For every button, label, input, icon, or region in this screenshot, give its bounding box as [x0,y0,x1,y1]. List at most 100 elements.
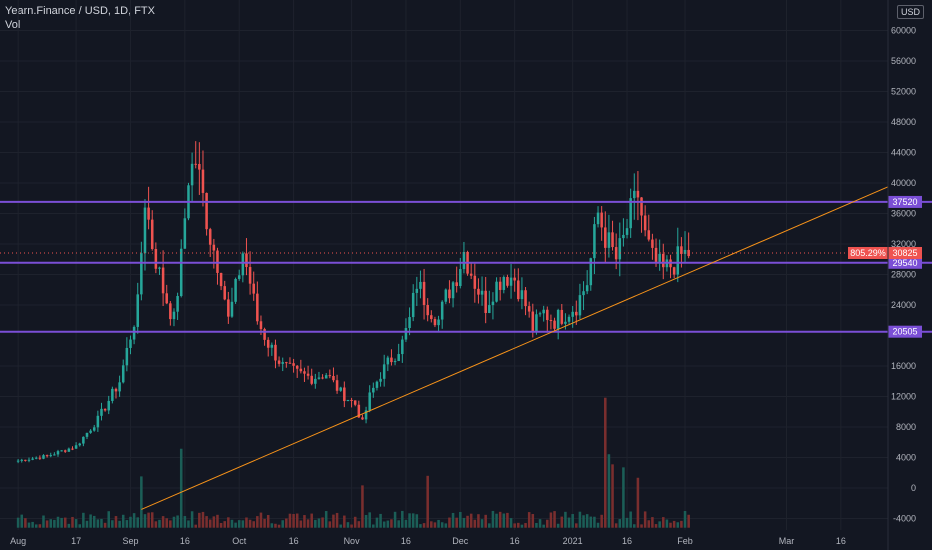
candle-body [415,288,419,293]
candle-body [375,381,379,388]
candle-body [622,234,625,239]
volume-bar [237,520,241,528]
candle-body [546,309,549,321]
volume-bar [292,513,295,528]
volume-bar [567,517,571,528]
volume-bar [56,516,60,528]
candle-body [477,288,480,295]
volume-bar [622,467,625,528]
volume-bar [542,524,545,528]
currency-badge[interactable]: USD [896,5,924,19]
candle-body [372,387,375,393]
volume-bar [578,511,582,528]
volume-bar [444,523,448,528]
candle-body [27,459,31,461]
candle-body [179,248,183,297]
volume-bar [230,519,234,528]
volume-bar [437,519,440,528]
volume-bar [281,520,284,528]
candle-body [31,458,34,460]
volume-bar [34,524,38,528]
price-tick-label: 4000 [896,453,916,463]
candle-body [263,329,266,340]
candle-body [585,285,589,292]
candle-body [658,253,661,262]
change-tag[interactable] [848,246,888,259]
volume-bar [556,523,560,528]
candle-body [633,190,636,199]
volume-bar [466,515,469,528]
time-tick-label: 17 [71,536,81,546]
change-label: 805.29% [850,248,886,258]
candle-body [538,313,542,315]
candle-body [252,283,255,294]
level-tag[interactable] [888,195,922,208]
candle-body [578,295,582,316]
candle-body [549,320,553,322]
candle-body [248,267,252,284]
volume-bar [451,512,455,528]
candle-body [364,410,368,420]
trendline-segment[interactable] [141,186,889,510]
candle-body [154,248,158,269]
candle-body [455,282,458,287]
price-tick-label: -4000 [893,514,916,524]
candle-body [433,319,437,326]
candle-body [335,380,339,391]
price-tick-label: 48000 [891,117,916,127]
level-tag[interactable] [888,325,922,338]
candle-body [339,387,342,391]
last-price-tag[interactable] [888,246,922,259]
volume-bar [49,519,53,528]
volume-bar [53,519,56,528]
volume-bar [45,520,49,528]
candle-body [527,306,531,312]
time-tick-label: Nov [344,536,361,546]
volume-bar [125,520,129,528]
candle-body [411,292,415,318]
volume-bar [589,516,593,528]
horizontal-levels[interactable]: 37520 29540 20505 805.29% 30825 [0,195,932,338]
volume-bar [208,519,212,528]
volume-bar [42,515,45,528]
volume-bar [103,522,107,528]
candle-body [190,163,194,186]
candle-body [158,267,161,269]
trendline[interactable] [141,186,889,510]
level-tag[interactable] [888,256,922,269]
candle-body [506,277,509,286]
candlesticks [16,141,690,464]
price-axis[interactable]: -400004000800012000160002400028000320003… [887,0,916,550]
volume-bar [520,524,524,528]
volume-bar [553,511,556,528]
candle-body [448,289,451,299]
candle-body [676,246,680,275]
volume-bar [397,520,400,528]
candle-body [176,296,179,312]
volume-bar [147,512,150,528]
volume-bar [640,524,643,528]
candle-body [430,315,433,320]
candle-body [281,362,284,364]
candle-body [147,207,150,220]
time-axis[interactable]: Aug 17 Sep 16 Oct 16 Nov 16 Dec 16 2021 16 Feb Mar 16 [10,536,846,546]
candle-body [643,215,647,231]
volume-bar [462,517,466,528]
volume-bar [364,515,368,528]
volume-bar [372,524,375,528]
candle-body [67,448,71,452]
candle-body [517,280,520,300]
candle-body [397,354,400,362]
volume-bar [107,511,111,528]
volume-bar [636,477,640,528]
volume-bar [169,520,172,528]
price-tick-label: 56000 [891,56,916,66]
candle-body [292,363,295,366]
candle-body [266,339,270,348]
candle-body [600,212,603,228]
volume-bar [310,513,313,528]
volume-bar [509,518,513,528]
price-tick-label: 32000 [891,239,916,249]
candle-body [216,250,219,273]
